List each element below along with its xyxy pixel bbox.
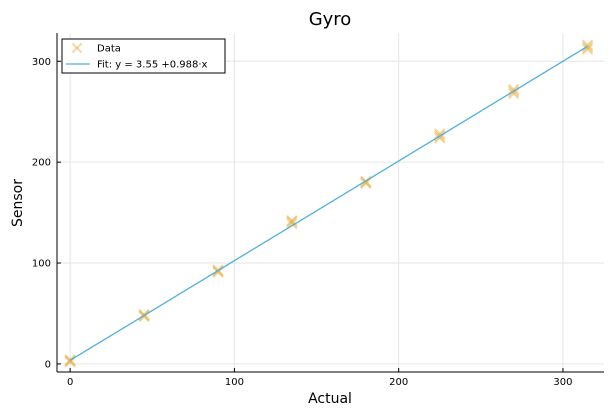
legend-entry-label: Data [97,44,121,55]
legend-box [61,38,226,74]
data-point [581,41,594,53]
x-tick-label: 100 [225,377,244,388]
x-tick-label: 200 [389,377,408,388]
legend-entry-label: Fit: y = 3.55 +0.988·x [97,60,208,71]
x-axis-label: Actual [308,391,352,407]
fit-line [69,45,588,361]
legend: Data Fit: y = 3.55 +0.988·x [61,38,226,74]
x-tick-label: 0 [67,377,73,388]
plot-area [64,39,594,368]
y-tick-label: 100 [32,259,51,270]
data-point [507,87,520,100]
y-axis-label: Sensor [10,179,26,227]
data-point [434,128,446,140]
data-point [286,215,298,228]
grid [57,33,604,372]
data-point [581,43,594,55]
y-tick-label: 0 [45,359,51,370]
legend-marker-data [71,42,83,54]
axes: 0 100 200 300 0 100 200 300 [32,33,604,388]
data-point [286,217,298,230]
x-tick-label: 300 [553,377,572,388]
y-tick-label: 200 [32,158,51,169]
y-tick-label: 300 [32,57,51,68]
chart-title: Gyro [309,9,352,30]
